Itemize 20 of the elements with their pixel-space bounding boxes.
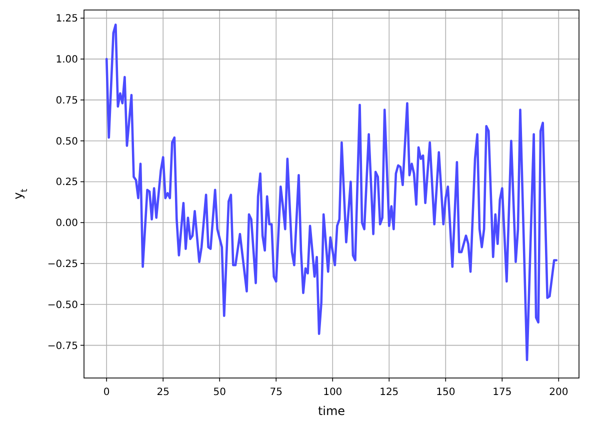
x-tick-label: 200: [549, 387, 568, 398]
x-tick-label: 175: [492, 387, 512, 398]
x-tick-label: 50: [213, 387, 226, 398]
y-tick-label: 0.25: [56, 177, 78, 188]
x-tick-label: 25: [156, 387, 170, 398]
x-axis-title: time: [318, 404, 346, 418]
x-tick-label: 75: [270, 387, 282, 398]
line-series: [105, 24, 558, 362]
y-tick-label: −0.75: [47, 340, 78, 352]
y-tick-label: −0.25: [47, 259, 78, 270]
y-tick-label: 0.75: [56, 95, 78, 106]
x-tick-label: 0: [103, 387, 110, 398]
x-tick-label: 125: [380, 387, 399, 398]
y-tick-label: 0.50: [56, 136, 78, 148]
x-tick-label: 150: [436, 387, 456, 398]
x-tick-label: 100: [323, 387, 342, 398]
y-tick-label: 1.25: [56, 14, 78, 25]
y-tick-label: 1.00: [56, 54, 78, 66]
y-tick-label: 0.00: [56, 218, 78, 230]
y-tick-label: −0.50: [47, 300, 78, 311]
